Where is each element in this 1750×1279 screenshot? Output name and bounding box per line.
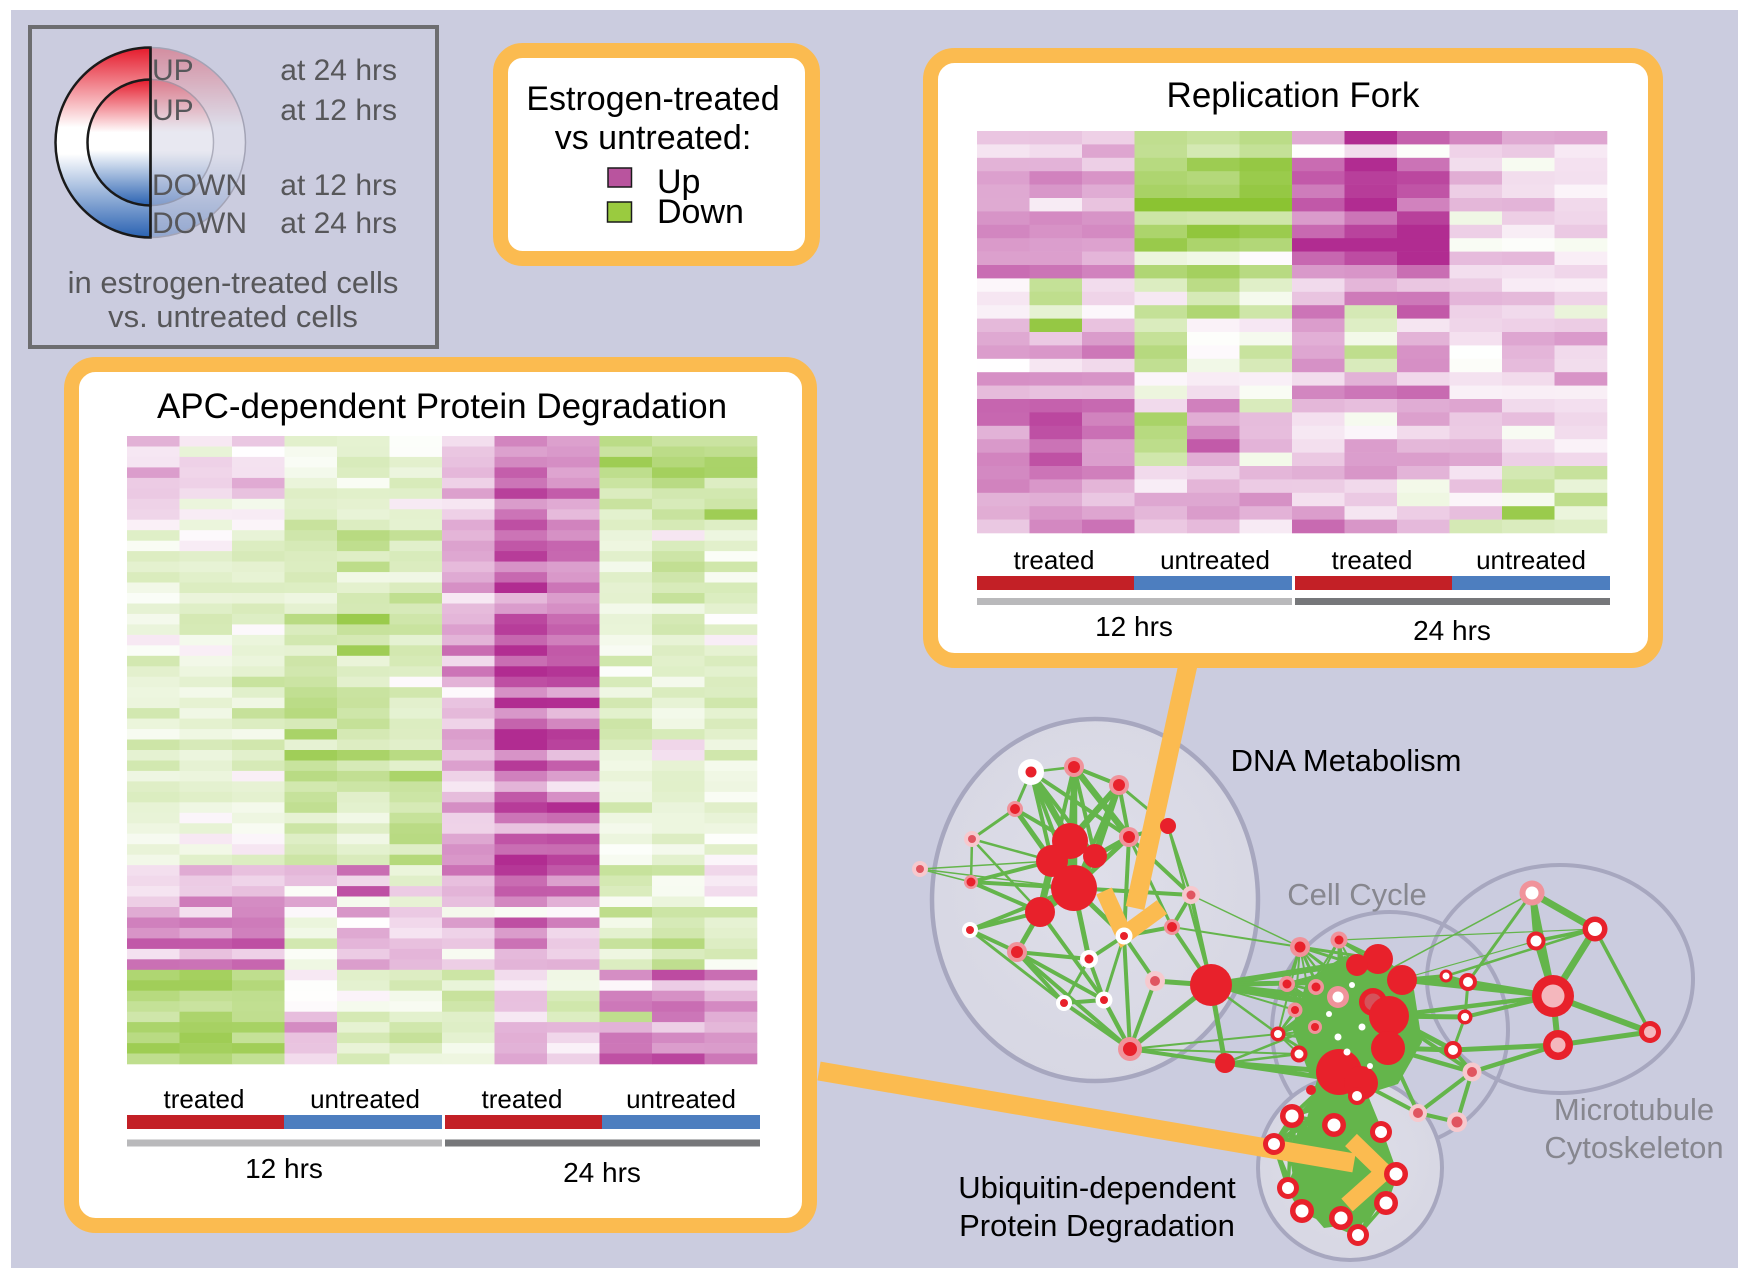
svg-text:12 hrs: 12 hrs (1095, 611, 1173, 642)
svg-text:untreated: untreated (1160, 545, 1270, 575)
svg-text:24 hrs: 24 hrs (563, 1157, 641, 1188)
svg-text:Cell Cycle: Cell Cycle (1287, 877, 1427, 912)
svg-text:untreated: untreated (626, 1084, 736, 1114)
svg-text:treated: treated (482, 1084, 563, 1114)
svg-text:at 24 hrs: at 24 hrs (280, 54, 397, 87)
svg-text:untreated: untreated (310, 1084, 420, 1114)
svg-text:vs untreated:: vs untreated: (555, 119, 752, 157)
svg-text:DNA Metabolism: DNA Metabolism (1231, 743, 1462, 778)
svg-text:12 hrs: 12 hrs (245, 1153, 323, 1184)
svg-text:at 12 hrs: at 12 hrs (280, 169, 397, 202)
svg-text:Down: Down (657, 193, 744, 231)
svg-text:at 12 hrs: at 12 hrs (280, 94, 397, 127)
svg-text:at 24 hrs: at 24 hrs (280, 207, 397, 240)
svg-text:treated: treated (1332, 545, 1413, 575)
svg-text:treated: treated (1014, 545, 1095, 575)
svg-text:DOWN: DOWN (152, 169, 247, 202)
svg-text:DOWN: DOWN (152, 207, 247, 240)
svg-text:UP: UP (152, 94, 194, 127)
svg-text:Up: Up (657, 163, 700, 201)
svg-text:in estrogen-treated cells: in estrogen-treated cells (68, 265, 399, 300)
svg-text:Replication Fork: Replication Fork (1167, 76, 1420, 115)
svg-text:vs. untreated cells: vs. untreated cells (108, 299, 358, 334)
svg-text:Cytoskeleton: Cytoskeleton (1544, 1130, 1723, 1165)
svg-text:untreated: untreated (1476, 545, 1586, 575)
svg-text:treated: treated (164, 1084, 245, 1114)
svg-text:24 hrs: 24 hrs (1413, 615, 1491, 646)
svg-text:Microtubule: Microtubule (1554, 1092, 1714, 1127)
svg-text:Protein Degradation: Protein Degradation (959, 1208, 1235, 1243)
svg-text:UP: UP (152, 54, 194, 87)
svg-text:APC-dependent Protein Degradat: APC-dependent Protein Degradation (157, 387, 727, 426)
svg-text:Estrogen-treated: Estrogen-treated (526, 80, 779, 118)
svg-text:Ubiquitin-dependent: Ubiquitin-dependent (958, 1170, 1236, 1205)
